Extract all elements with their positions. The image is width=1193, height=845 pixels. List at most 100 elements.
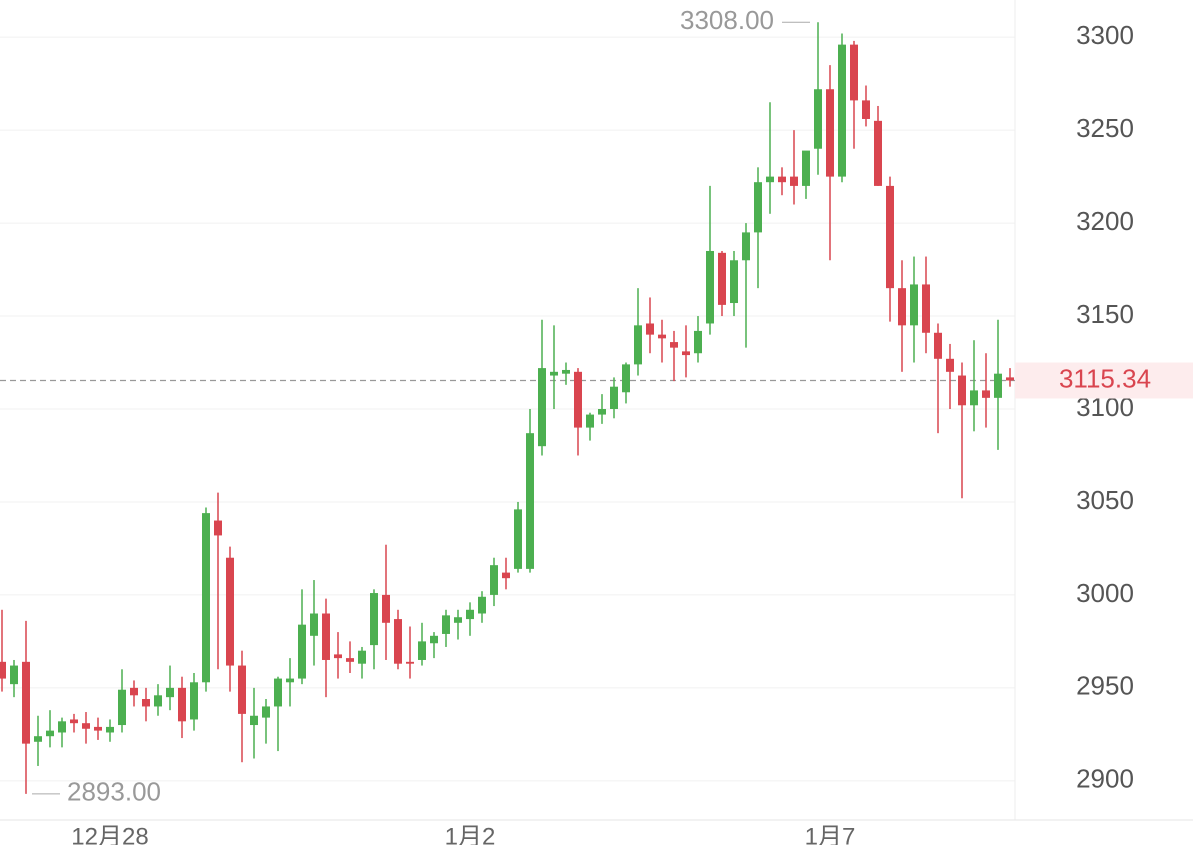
candle-body bbox=[898, 288, 906, 326]
candle-body bbox=[358, 650, 366, 664]
candle-body bbox=[1006, 377, 1014, 381]
x-tick-label: 1月7 bbox=[805, 823, 856, 845]
candle-body bbox=[442, 615, 450, 634]
min-label: 2893.00 bbox=[67, 777, 161, 807]
candle-body bbox=[574, 371, 582, 428]
candle-body bbox=[274, 678, 282, 707]
candle-body bbox=[0, 661, 6, 679]
candle-body bbox=[958, 375, 966, 406]
candle-body bbox=[970, 390, 978, 406]
candle-body bbox=[874, 120, 882, 186]
candle-body bbox=[394, 619, 402, 664]
candle-body bbox=[178, 687, 186, 722]
candle-body bbox=[994, 373, 1002, 398]
candle-body bbox=[982, 390, 990, 398]
candle-body bbox=[538, 368, 546, 447]
candle-body bbox=[418, 641, 426, 660]
candle-body bbox=[850, 44, 858, 101]
candle-body bbox=[166, 687, 174, 698]
candle-body bbox=[250, 715, 258, 726]
candle-body bbox=[514, 509, 522, 569]
candle-body bbox=[94, 726, 102, 731]
candle-body bbox=[778, 176, 786, 183]
candle-body bbox=[46, 730, 54, 737]
candle-body bbox=[910, 284, 918, 326]
candle-body bbox=[478, 596, 486, 614]
candle-body bbox=[370, 593, 378, 646]
candle-body bbox=[490, 565, 498, 595]
y-tick-label: 3300 bbox=[1076, 20, 1134, 50]
x-tick-label: 12月28 bbox=[71, 823, 148, 845]
candle-body bbox=[658, 334, 666, 339]
candle-body bbox=[766, 176, 774, 183]
candle-body bbox=[790, 176, 798, 186]
candle-body bbox=[10, 665, 18, 685]
candle-body bbox=[190, 682, 198, 720]
candle-body bbox=[142, 699, 150, 707]
candle-body bbox=[262, 706, 270, 718]
candle-body bbox=[130, 687, 138, 696]
candle-body bbox=[562, 369, 570, 374]
candle-body bbox=[742, 232, 750, 261]
candle-body bbox=[454, 617, 462, 623]
candle-body bbox=[862, 100, 870, 119]
last-price-label: 3115.34 bbox=[1059, 363, 1151, 393]
candle-body bbox=[694, 330, 702, 354]
candle-body bbox=[334, 654, 342, 659]
candle-body bbox=[550, 371, 558, 376]
candle-body bbox=[34, 736, 42, 742]
candle-body bbox=[214, 520, 222, 536]
candle-body bbox=[946, 358, 954, 372]
candle-body bbox=[430, 635, 438, 644]
max-label: 3308.00 bbox=[680, 5, 774, 35]
candle-body bbox=[154, 695, 162, 707]
candle-body bbox=[202, 513, 210, 683]
candle-body bbox=[226, 557, 234, 666]
candle-body bbox=[610, 386, 618, 409]
candle-body bbox=[22, 661, 30, 744]
candle-body bbox=[634, 325, 642, 365]
y-tick-label: 3150 bbox=[1076, 299, 1134, 329]
candle-body bbox=[754, 182, 762, 233]
candle-body bbox=[670, 342, 678, 348]
candle-body bbox=[730, 260, 738, 304]
candle-body bbox=[922, 284, 930, 333]
candle-body bbox=[706, 250, 714, 324]
candle-body bbox=[286, 678, 294, 683]
candle-body bbox=[646, 323, 654, 335]
candle-body bbox=[346, 658, 354, 662]
candle-body bbox=[118, 689, 126, 726]
candle-body bbox=[70, 719, 78, 724]
candle-body bbox=[802, 150, 810, 186]
candle-body bbox=[502, 572, 510, 579]
candle-body bbox=[82, 723, 90, 729]
y-tick-label: 3050 bbox=[1076, 485, 1134, 515]
y-tick-label: 3200 bbox=[1076, 206, 1134, 236]
candle-body bbox=[598, 409, 606, 415]
candle-body bbox=[58, 721, 66, 733]
y-tick-label: 3000 bbox=[1076, 578, 1134, 608]
x-tick-label: 1月2 bbox=[445, 823, 496, 845]
candle-body bbox=[322, 613, 330, 660]
candle-body bbox=[106, 726, 114, 733]
candle-body bbox=[466, 609, 474, 620]
candle-body bbox=[814, 89, 822, 149]
y-tick-label: 3250 bbox=[1076, 113, 1134, 143]
candle-body bbox=[298, 624, 306, 679]
candle-body bbox=[826, 89, 834, 177]
y-tick-label: 2900 bbox=[1076, 764, 1134, 794]
candle-body bbox=[838, 44, 846, 177]
candle-body bbox=[586, 414, 594, 428]
candle-body bbox=[526, 433, 534, 569]
candle-body bbox=[382, 594, 390, 623]
candle-body bbox=[238, 665, 246, 714]
y-tick-label: 2950 bbox=[1076, 671, 1134, 701]
candle-body bbox=[886, 185, 894, 289]
candle-body bbox=[934, 332, 942, 359]
candle-body bbox=[622, 364, 630, 393]
candle-body bbox=[310, 613, 318, 636]
last-price-tag bbox=[1015, 362, 1193, 399]
candle-body bbox=[682, 351, 690, 356]
